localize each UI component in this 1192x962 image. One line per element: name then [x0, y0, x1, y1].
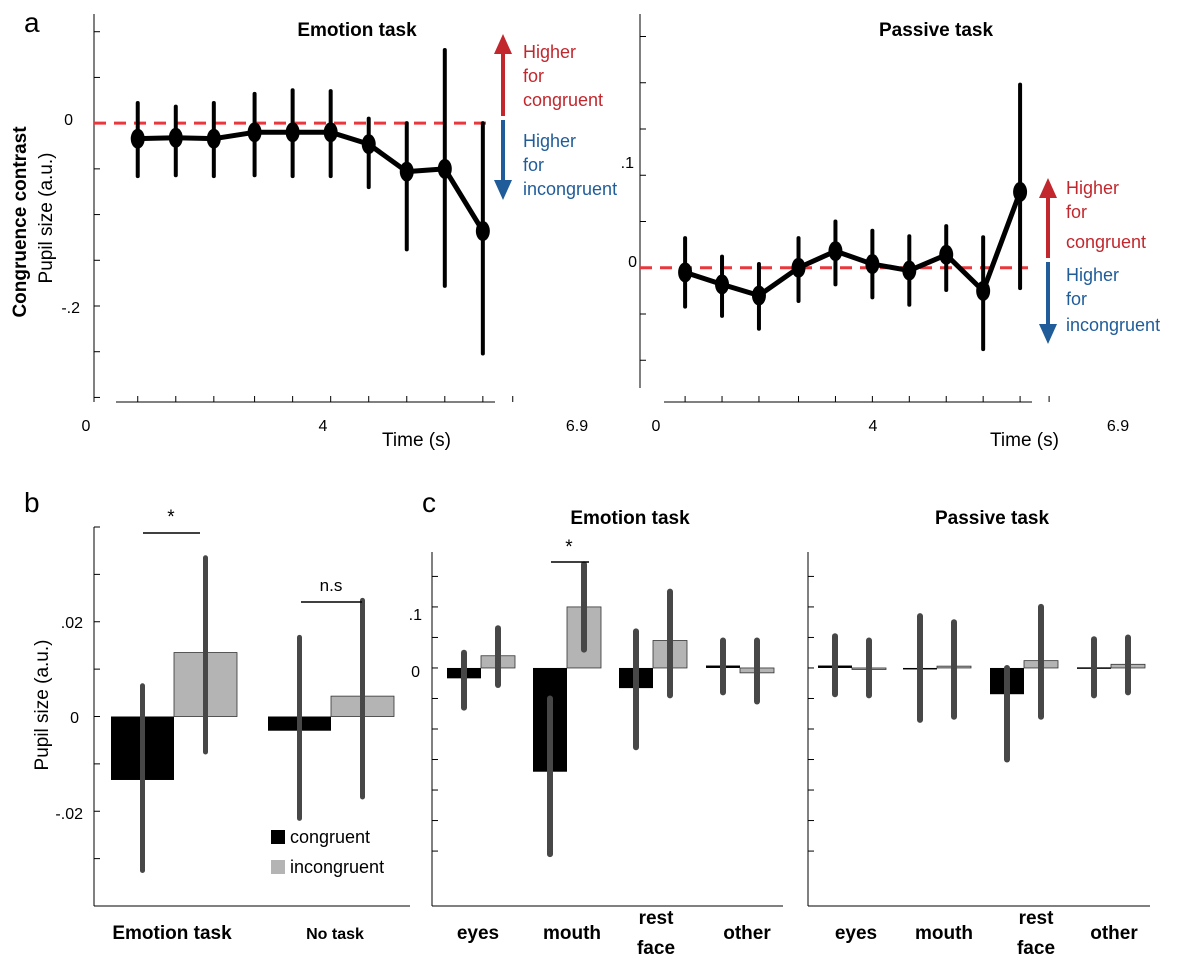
a-passive-point-4: [828, 241, 843, 262]
b-category-emotion-task: Emotion task: [112, 923, 232, 944]
a-passive-point-3: [791, 257, 806, 278]
a-passive-xlabel: Time (s): [990, 430, 1059, 451]
legend-swatch-incongruent: [271, 860, 285, 874]
a-emotion-point-8: [437, 158, 452, 179]
ann-emotion-higher-congruent: Higher: [523, 42, 576, 62]
a-passive-arrow-incongruent-head: [1039, 324, 1057, 344]
ann-passive-higher-incongruent: Higher: [1066, 265, 1119, 285]
a-emotion-point-9: [475, 221, 490, 242]
ann-passive-for-congruent: for: [1066, 202, 1087, 222]
b-ytick--.02: -.02: [55, 806, 83, 823]
a-passive-point-5: [865, 254, 880, 275]
c-emotion-ytick-.1: .1: [409, 607, 422, 624]
a-passive-point-9: [1013, 181, 1028, 202]
a-emotion-xtick-6.9: 6.9: [566, 418, 588, 435]
a-emotion-point-4: [285, 122, 300, 143]
a-emotion-xtick-4: 4: [319, 418, 328, 435]
a-emotion-point-1: [168, 127, 183, 148]
b-ylabel: Pupil size (a.u.): [32, 640, 53, 771]
b-significance-emotion: *: [167, 507, 175, 528]
a-passive-point-0: [678, 262, 693, 283]
ann-emotion-for-congruent: for: [523, 66, 544, 86]
a-emotion-title: Emotion task: [297, 20, 417, 41]
a-passive-point-7: [939, 244, 954, 265]
a-emotion-point-2: [206, 128, 221, 149]
a-emotion-point-6: [361, 134, 376, 155]
c-significance-mouth: *: [565, 537, 573, 558]
a-passive-series-line: [684, 191, 1023, 298]
panel-label-a: a: [24, 7, 40, 38]
a-emotion-xlabel: Time (s): [382, 430, 451, 451]
b-significance-notask: n.s: [320, 576, 343, 595]
c-emotion-category-rest: rest: [639, 908, 675, 929]
a-passive-point-8: [976, 280, 991, 301]
a-passive-arrow-congruent-head: [1039, 178, 1057, 198]
a-emotion-ytick--.2: -.2: [61, 300, 80, 317]
panel-label-b: b: [24, 487, 40, 518]
legend-swatch-congruent: [271, 830, 285, 844]
c-passive-category-mouth: mouth: [915, 923, 973, 944]
a-emotion-ylabel: Pupil size (a.u.): [36, 153, 57, 284]
ann-emotion-congruent-word: congruent: [523, 90, 603, 110]
c-emotion-category-face: face: [637, 938, 675, 959]
ann-emotion-higher-incongruent: Higher: [523, 131, 576, 151]
b-category-no-task: No task: [306, 926, 364, 943]
a-passive-point-1: [715, 274, 730, 295]
ann-emotion-incongruent-word: incongruent: [523, 179, 617, 199]
a-emotion-point-7: [399, 161, 414, 182]
ann-passive-for-incongruent: for: [1066, 289, 1087, 309]
c-passive-category-rest: rest: [1019, 908, 1055, 929]
a-passive-ytick-0: 0: [628, 254, 637, 271]
c-emotion-title: Emotion task: [570, 508, 690, 529]
a-passive-ytick-.1: .1: [621, 155, 634, 172]
ann-passive-incongruent-word: incongruent: [1066, 315, 1160, 335]
c-passive-category-other: other: [1090, 923, 1138, 944]
a-passive-point-2: [751, 285, 766, 306]
ann-emotion-for-incongruent: for: [523, 155, 544, 175]
a-passive-xtick-0: 0: [652, 418, 661, 435]
legend-label-incongruent: incongruent: [290, 857, 384, 877]
ann-passive-higher-congruent: Higher: [1066, 178, 1119, 198]
b-ytick-.02: .02: [61, 615, 83, 632]
legend-label-congruent: congruent: [290, 827, 370, 847]
ann-passive-congruent-word: congruent: [1066, 232, 1146, 252]
c-passive-category-face: face: [1017, 938, 1055, 959]
a-passive-title: Passive task: [879, 20, 994, 41]
c-emotion-category-eyes: eyes: [457, 923, 499, 944]
a-emotion-arrow-congruent-head: [494, 34, 512, 54]
a-emotion-point-3: [247, 122, 262, 143]
a-emotion-ytick-0: 0: [64, 112, 73, 129]
a-emotion-point-0: [130, 128, 145, 149]
a-emotion-arrow-incongruent-head: [494, 180, 512, 200]
a-emotion-xtick-0: 0: [82, 418, 91, 435]
panel-label-c: c: [422, 487, 436, 518]
c-emotion-category-other: other: [723, 923, 771, 944]
c-passive-category-eyes: eyes: [835, 923, 877, 944]
a-passive-point-6: [902, 260, 917, 281]
a-emotion-series-line: [137, 129, 485, 233]
b-ytick-0: 0: [70, 710, 79, 727]
shared-ylabel: Congruence contrast: [10, 126, 31, 318]
c-emotion-category-mouth: mouth: [543, 923, 601, 944]
c-passive-title: Passive task: [935, 508, 1050, 529]
a-passive-xtick-6.9: 6.9: [1107, 418, 1129, 435]
a-passive-xtick-4: 4: [869, 418, 878, 435]
c-emotion-ytick-0: 0: [411, 664, 420, 681]
chart-marks: [93, 14, 1150, 907]
a-emotion-point-5: [323, 122, 338, 143]
